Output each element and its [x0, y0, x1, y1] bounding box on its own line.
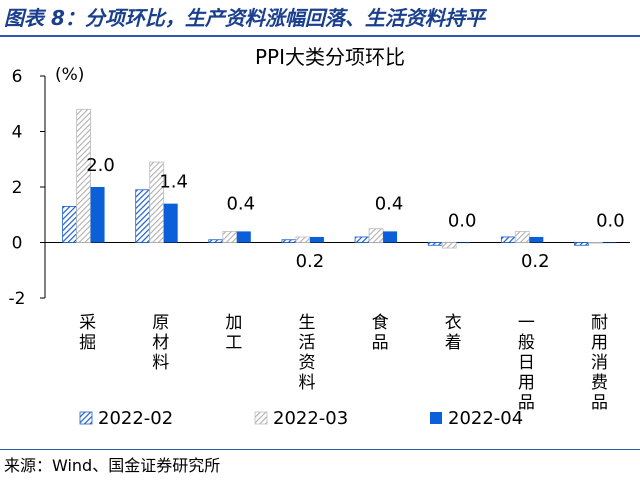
y-tick-label: 0 [12, 234, 23, 254]
legend-label: 2022-04 [448, 408, 523, 429]
bar-2022-04-食品 [383, 231, 398, 243]
data-label: 1.4 [159, 172, 188, 193]
bar-2022-04-原材料 [163, 203, 178, 243]
bar-2022-02-加工 [208, 239, 224, 243]
bar-2022-02-衣着 [427, 242, 443, 246]
bar-2022-02-一般日用品 [500, 236, 516, 243]
bar-2022-02-食品 [354, 236, 370, 243]
x-tick-label-char: 般 [518, 333, 535, 353]
y-tick-label: -2 [9, 289, 26, 309]
title-divider [0, 35, 640, 37]
bar-2022-03-一般日用品 [514, 230, 530, 243]
x-tick-label-char: 食 [372, 313, 389, 333]
bar-2022-02-采掘 [62, 206, 77, 243]
x-tick-label-char: 工 [225, 333, 242, 353]
x-tick-label-char: 资 [298, 353, 315, 373]
data-label: 0.0 [448, 211, 477, 232]
x-tick-label-char: 消 [591, 353, 608, 373]
y-axis-label: (%) [55, 65, 84, 85]
data-label: 2.0 [86, 155, 115, 176]
x-tick-label-char: 料 [298, 373, 315, 393]
bar-2022-03-生活资料 [295, 236, 311, 243]
data-label: 0.0 [596, 211, 625, 232]
source-divider [0, 449, 640, 450]
chart-title: PPI大类分项环比 [255, 45, 405, 69]
data-label: 0.4 [375, 193, 404, 214]
x-tick-label-char: 衣 [445, 313, 462, 333]
x-tick-label-char: 加 [225, 313, 242, 333]
x-tick-label-char: 原 [152, 313, 169, 333]
data-label: 0.2 [296, 251, 325, 272]
bar-2022-04-采掘 [90, 187, 105, 243]
legend-swatch-2022-04 [430, 412, 442, 424]
bar-2022-03-食品 [368, 228, 384, 243]
y-tick-label: 6 [12, 67, 23, 87]
x-tick-label-char: 日 [518, 353, 535, 373]
bar-2022-04-加工 [236, 231, 251, 243]
x-tick-label-char: 料 [152, 353, 169, 373]
bar-2022-03-加工 [222, 230, 238, 243]
bar-2022-03-采掘 [76, 108, 91, 243]
legend-swatch-2022-02 [79, 411, 93, 425]
x-tick-label-char: 掘 [79, 333, 96, 353]
y-tick-label: 2 [12, 178, 23, 198]
x-tick-label-char: 活 [298, 333, 315, 353]
bar-2022-03-原材料 [149, 161, 165, 243]
x-tick-label-char: 采 [79, 313, 96, 333]
y-tick-label: 4 [12, 123, 23, 143]
x-tick-label-char: 生 [298, 313, 315, 333]
data-label: 0.2 [521, 251, 550, 272]
bar-2022-02-耐用消费品 [574, 242, 589, 246]
x-tick-label-char: 材 [152, 333, 169, 353]
legend-label: 2022-02 [98, 408, 173, 429]
bar-2022-03-耐用消费品 [588, 242, 603, 244]
bar-2022-04-耐用消费品 [602, 242, 617, 244]
x-tick-label-char: 耐 [591, 313, 608, 333]
data-label: 0.4 [226, 193, 255, 214]
source-note: 来源：Wind、国金证券研究所 [4, 456, 221, 475]
x-tick-label-char: 品 [372, 333, 389, 353]
legend-label: 2022-03 [273, 408, 348, 429]
x-tick-label-char: 着 [445, 333, 462, 353]
figure-title: 图表 8：分项环比，生产资料涨幅回落、生活资料持平 [4, 6, 485, 30]
bar-2022-04-一般日用品 [529, 236, 544, 243]
bar-2022-03-衣着 [441, 242, 457, 249]
x-tick-label-char: 品 [591, 393, 608, 413]
x-tick-label-char: 费 [591, 373, 608, 393]
bar-2022-04-衣着 [456, 242, 471, 244]
bar-2022-02-原材料 [135, 189, 151, 243]
bar-2022-04-生活资料 [309, 236, 324, 243]
bar-2022-02-生活资料 [281, 239, 297, 243]
legend-swatch-2022-03 [254, 411, 268, 425]
x-tick-label-char: 品 [518, 393, 535, 413]
ppi-bar-chart: PPI大类分项环比 (%) -20246采掘原材料加工生活资料食品衣着一般日用品… [9, 45, 630, 429]
x-tick-label-char: 用 [591, 333, 608, 353]
x-tick-label-char: 一 [518, 313, 535, 333]
x-tick-label-char: 用 [518, 373, 535, 393]
